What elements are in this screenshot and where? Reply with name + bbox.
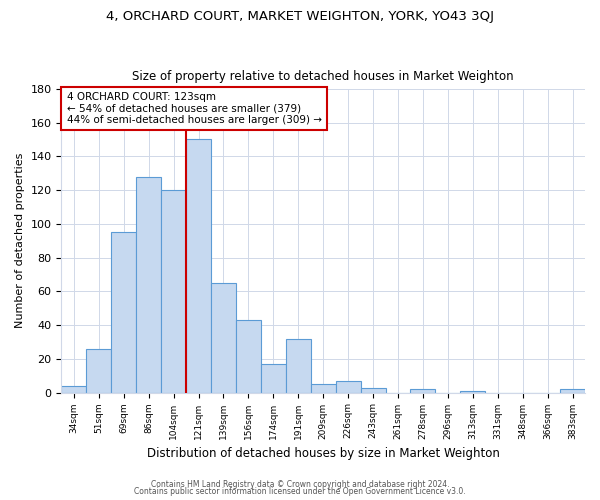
Bar [136, 176, 161, 392]
Bar [311, 384, 335, 392]
Bar [111, 232, 136, 392]
Text: Contains public sector information licensed under the Open Government Licence v3: Contains public sector information licen… [134, 487, 466, 496]
Bar [560, 389, 585, 392]
Bar [211, 283, 236, 393]
Text: Contains HM Land Registry data © Crown copyright and database right 2024.: Contains HM Land Registry data © Crown c… [151, 480, 449, 489]
Bar [61, 386, 86, 392]
Bar [161, 190, 186, 392]
X-axis label: Distribution of detached houses by size in Market Weighton: Distribution of detached houses by size … [147, 447, 500, 460]
Bar [361, 388, 386, 392]
Bar [286, 338, 311, 392]
Bar [335, 381, 361, 392]
Text: 4, ORCHARD COURT, MARKET WEIGHTON, YORK, YO43 3QJ: 4, ORCHARD COURT, MARKET WEIGHTON, YORK,… [106, 10, 494, 23]
Bar [410, 389, 436, 392]
Text: 4 ORCHARD COURT: 123sqm
← 54% of detached houses are smaller (379)
44% of semi-d: 4 ORCHARD COURT: 123sqm ← 54% of detache… [67, 92, 322, 125]
Bar [261, 364, 286, 392]
Bar [460, 391, 485, 392]
Title: Size of property relative to detached houses in Market Weighton: Size of property relative to detached ho… [133, 70, 514, 84]
Y-axis label: Number of detached properties: Number of detached properties [15, 153, 25, 328]
Bar [186, 140, 211, 392]
Bar [236, 320, 261, 392]
Bar [86, 348, 111, 393]
